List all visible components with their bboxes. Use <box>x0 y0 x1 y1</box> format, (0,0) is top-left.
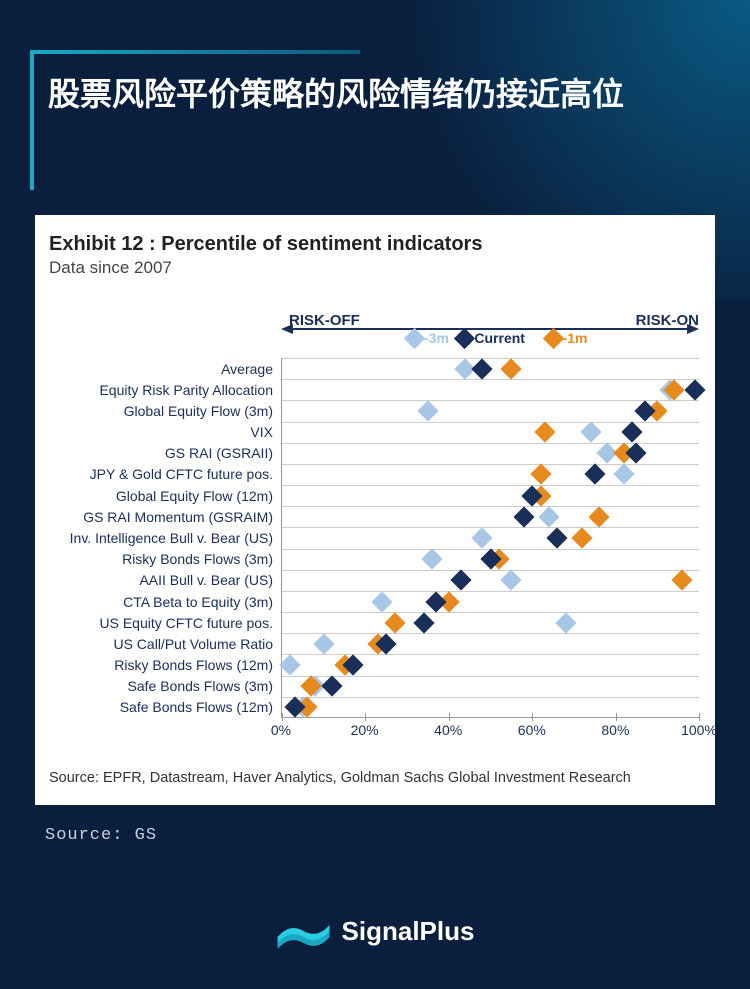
data-point <box>572 527 593 548</box>
chart-legend: Current -1m -3m <box>281 330 701 356</box>
legend-label: Current <box>474 330 525 346</box>
data-point <box>472 527 493 548</box>
diamond-icon <box>542 327 563 348</box>
y-label: Global Equity Flow (3m) <box>124 403 273 419</box>
data-point <box>672 570 693 591</box>
y-label: Inv. Intelligence Bull v. Bear (US) <box>70 530 273 546</box>
outer-source: Source: GS <box>45 826 157 845</box>
gridline <box>282 422 699 423</box>
data-point <box>530 464 551 485</box>
x-label: 20% <box>351 722 379 738</box>
chart-title: Exhibit 12 : Percentile of sentiment ind… <box>49 233 701 256</box>
y-label: Equity Risk Parity Allocation <box>99 382 273 398</box>
y-label: CTA Beta to Equity (3m) <box>123 594 273 610</box>
header-accent-side <box>30 50 34 190</box>
data-point <box>472 358 493 379</box>
data-point <box>371 591 392 612</box>
gridline <box>282 527 699 528</box>
data-point <box>417 400 438 421</box>
data-point <box>451 570 472 591</box>
page-title: 股票风险平价策略的风险情绪仍接近高位 <box>48 70 710 118</box>
chart-source: Source: EPFR, Datastream, Haver Analytic… <box>49 770 701 786</box>
y-label: JPY & Gold CFTC future pos. <box>90 466 273 482</box>
gridline <box>282 464 699 465</box>
y-label: US Equity CFTC future pos. <box>99 615 273 631</box>
logo-icon <box>276 913 332 949</box>
x-label: 40% <box>434 722 462 738</box>
y-label: US Call/Put Volume Ratio <box>113 636 273 652</box>
chart-panel: Exhibit 12 : Percentile of sentiment ind… <box>35 215 715 805</box>
gridline <box>282 591 699 592</box>
data-point <box>613 464 634 485</box>
x-label: 60% <box>518 722 546 738</box>
y-label: Average <box>221 361 273 377</box>
plot-wrap: Average Equity Risk Parity Allocation Glob… <box>49 358 701 738</box>
y-label: VIX <box>250 424 273 440</box>
gridline <box>282 485 699 486</box>
data-point <box>547 527 568 548</box>
gridline <box>282 400 699 401</box>
data-point <box>622 422 643 443</box>
header-accent-bar <box>30 50 360 54</box>
gridline <box>282 379 699 380</box>
x-tick <box>699 713 700 721</box>
legend-item-Current: Current <box>457 330 525 346</box>
data-point <box>384 612 405 633</box>
data-point <box>422 549 443 570</box>
x-label: 100% <box>681 722 717 738</box>
chart-subtitle: Data since 2007 <box>49 258 701 278</box>
y-label: Safe Bonds Flows (12m) <box>120 699 273 715</box>
data-point <box>426 591 447 612</box>
y-label: GS RAI (GSRAII) <box>165 445 273 461</box>
gridline <box>282 697 699 698</box>
data-point <box>501 570 522 591</box>
y-axis-labels: Average Equity Risk Parity Allocation Glob… <box>49 358 277 718</box>
data-point <box>588 506 609 527</box>
data-point <box>501 358 522 379</box>
data-point <box>280 654 301 675</box>
diamond-icon <box>454 327 475 348</box>
diamond-icon <box>404 327 425 348</box>
y-label: Safe Bonds Flows (3m) <box>128 678 274 694</box>
data-point <box>538 506 559 527</box>
data-point <box>513 506 534 527</box>
gridline <box>282 506 699 507</box>
gridline <box>282 633 699 634</box>
data-point <box>534 422 555 443</box>
data-point <box>584 464 605 485</box>
y-label: AAII Bull v. Bear (US) <box>139 572 273 588</box>
y-label: Global Equity Flow (12m) <box>116 488 273 504</box>
gridline <box>282 358 699 359</box>
data-point <box>684 379 705 400</box>
legend-label: -3m <box>424 330 449 346</box>
data-point <box>626 443 647 464</box>
legend-item-m1: -1m <box>546 330 588 346</box>
legend-label: -1m <box>563 330 588 346</box>
data-point <box>580 422 601 443</box>
y-label: Risky Bonds Flows (3m) <box>122 551 273 567</box>
y-label: Risky Bonds Flows (12m) <box>114 657 273 673</box>
data-point <box>321 676 342 697</box>
data-point <box>413 612 434 633</box>
x-label: 80% <box>601 722 629 738</box>
brand-logo: SignalPlus <box>276 913 475 949</box>
data-point <box>313 633 334 654</box>
data-point <box>555 612 576 633</box>
legend-item-m3: -3m <box>407 330 449 346</box>
gridline <box>282 612 699 613</box>
plot-area <box>281 358 699 718</box>
logo-text: SignalPlus <box>342 916 475 947</box>
x-label: 0% <box>271 722 291 738</box>
x-axis-labels: 0%20%40%60%80%100% <box>281 720 699 740</box>
y-label: GS RAI Momentum (GSRAIM) <box>83 509 273 525</box>
